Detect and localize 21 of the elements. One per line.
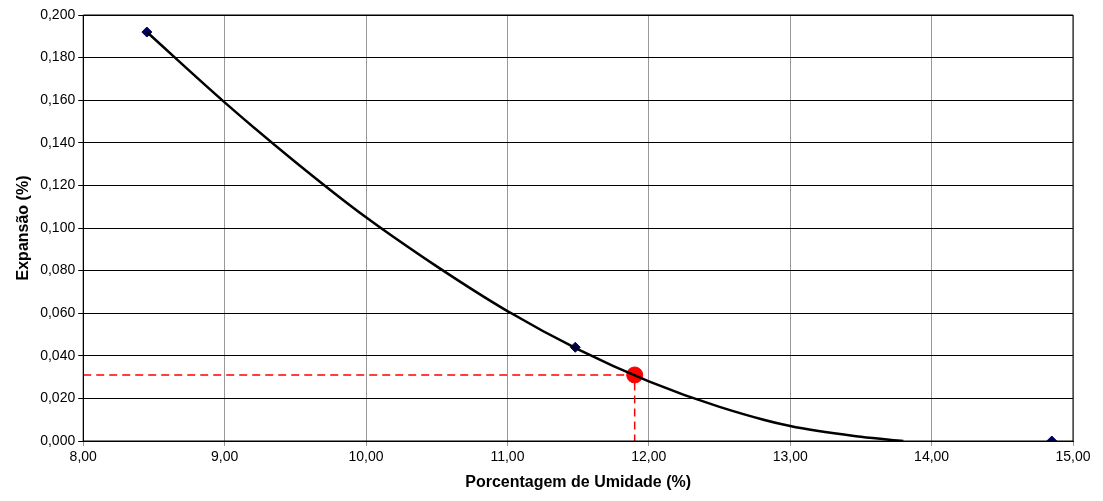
y-tick-label: 0,120 [40, 176, 76, 193]
x-tick-label: 14,00 [914, 448, 950, 465]
y-tick-label: 0,080 [40, 261, 76, 278]
y-tick-label: 0,180 [40, 48, 76, 65]
y-tick-label: 0,060 [40, 304, 76, 321]
x-axis-title: Porcentagem de Umidade (%) [465, 472, 692, 490]
x-tick-label: 8,00 [69, 448, 98, 465]
x-tick-label: 10,00 [348, 448, 384, 465]
x-tick-label: 12,00 [631, 448, 667, 465]
x-tick-label: 9,00 [211, 448, 239, 465]
x-tick-label: 11,00 [490, 448, 525, 465]
y-tick-label: 0,100 [40, 218, 76, 235]
x-tick-label: 15,00 [1055, 448, 1091, 465]
y-axis-title: Expansão (%) [14, 175, 32, 281]
y-tick-label: 0,160 [40, 91, 76, 108]
y-tick-label: 0,200 [40, 5, 76, 22]
x-tick-label: 13,00 [772, 448, 808, 465]
y-tick-label: 0,140 [40, 133, 76, 150]
y-tick-label: 0,040 [40, 346, 76, 363]
y-tick-label: 0,000 [40, 431, 76, 448]
y-tick-label: 0,020 [40, 389, 76, 406]
